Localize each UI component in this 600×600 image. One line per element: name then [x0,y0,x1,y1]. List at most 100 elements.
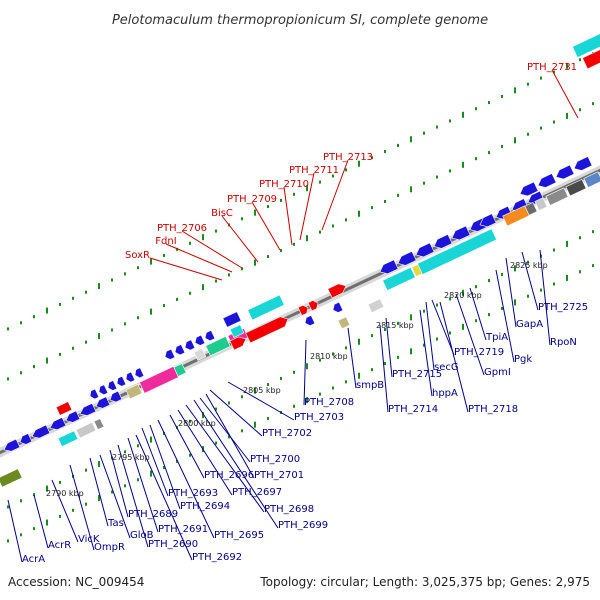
leader-line [347,327,357,389]
position-mark-label: 2815 kbp [376,321,414,330]
gene-label: PTH_2714 [388,404,438,415]
genome-summary-text: Topology: circular; Length: 3,025,375 bp… [259,575,590,589]
gene-label: PTH_2731 [527,62,577,73]
gene-label: PTH_2698 [264,504,314,515]
leader-line [7,499,23,563]
leader-line [251,201,281,251]
leader-line [425,301,435,371]
gene-feature [19,433,33,445]
gene-feature [582,49,600,70]
leader-line [185,404,265,513]
leader-line [181,230,243,269]
leader-line [89,457,109,527]
gene-label: PTH_2691 [158,524,208,535]
leader-line [419,309,433,397]
gene-feature [65,410,81,423]
gene-label: PTH_2709 [227,194,277,205]
gene-feature [524,202,538,216]
gene-label: secG [434,362,459,373]
gene-label: PTH_2715 [392,369,442,380]
gene-feature [116,375,127,387]
gene-label: RpoN [550,337,577,348]
gene-feature [537,173,557,188]
gene-feature [173,363,187,377]
gene-feature [229,336,247,351]
position-mark-label: 2795 kbp [112,453,150,462]
gene-feature [382,266,416,291]
leader-line [69,464,95,551]
leader-line [539,249,551,346]
leader-line [165,243,233,273]
gene-feature [247,294,285,321]
gene-label: PTH_2713 [323,152,373,163]
gene-feature [565,178,587,197]
gene-feature [307,300,319,312]
gene-feature [297,304,309,316]
leader-line [227,381,295,421]
gene-label: OmpR [94,542,125,553]
leader-line [385,317,393,378]
gene-feature [57,430,79,447]
tick-marks [7,52,594,543]
gene-feature [164,348,176,360]
leader-line [141,427,169,497]
leader-line [521,251,539,311]
gene-label: PTH_2702 [262,428,312,439]
gene-label: PTH_2696 [204,470,254,481]
gene-label: GpmI [484,367,511,378]
gene-label: PTH_2708 [304,397,354,408]
gene-label: PTH_2695 [214,530,264,541]
gene-label: GapA [516,319,543,330]
gene-feature [397,250,417,266]
gene-feature [93,418,105,430]
leader-line [209,389,263,437]
leader-line [149,424,181,510]
gene-label: Pgk [514,354,532,365]
gene-feature [417,228,497,275]
gene-label: SoxR [125,250,150,261]
gene-feature [134,367,145,379]
position-marks: 2790 kbp 2795 kbp 2800 kbp 2805 kbp 2810 kbp… [46,261,548,498]
position-mark-label: 2825 kbp [510,261,548,270]
gene-label: PTH_2725 [538,302,588,313]
leader-line [495,269,515,363]
gene-label: PTH_2718 [468,404,518,415]
gene-feature [229,324,245,338]
gene-label: PTH_2700 [250,454,300,465]
gene-feature [304,314,316,327]
gene-label: PTH_2701 [254,470,304,481]
gene-features [0,33,600,488]
gene-label: VicK [78,534,100,545]
gene-feature [502,205,530,227]
leader-line [469,287,487,341]
gene-label: smpB [356,380,384,391]
gene-feature [89,388,100,400]
gene-label: BisC [211,208,233,219]
gene-feature [184,339,196,351]
leader-line [321,159,349,231]
leader-line [33,494,49,549]
leader-line [221,215,259,263]
leader-line [303,339,307,406]
position-mark-label: 2790 kbp [46,489,84,498]
leader-line [149,257,223,281]
gene-feature [479,213,497,228]
gene-label: AcrR [48,540,71,551]
gene-feature [332,301,344,313]
gene-label: PTH_2710 [259,179,309,190]
gene-label: AcrA [22,554,45,565]
gene-feature [245,316,289,344]
leader-line [439,301,469,413]
gene-labels: PTH_2731 PTH_2713 PTH_2711 PTH_2710 PTH_2709… [22,62,588,565]
leader-line [127,437,159,533]
gene-feature [433,234,453,249]
gene-label: PTH_2706 [157,223,207,234]
gene-feature [79,402,97,416]
gene-feature [415,242,435,258]
gene-feature [95,396,111,409]
gene-label: PTH_2690 [148,539,198,550]
gene-feature [107,380,118,391]
gene-feature [109,390,123,403]
gene-feature [451,225,471,241]
